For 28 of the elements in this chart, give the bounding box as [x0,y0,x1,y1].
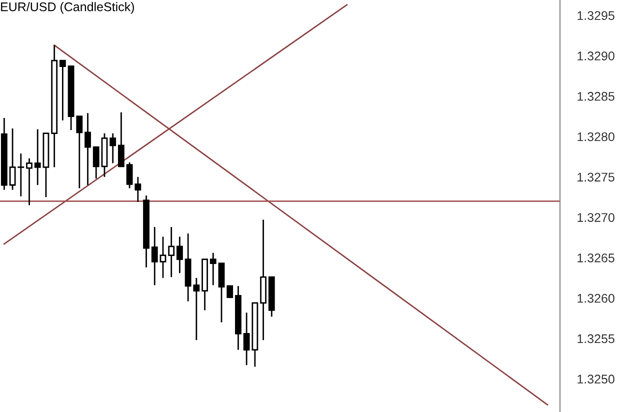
y-tick-label: 1.3270 [578,213,614,222]
chart-title: EUR/USD (CandleStick) [1,2,134,14]
candlestick [110,132,116,164]
y-tick-label: 1.3285 [578,92,614,101]
candlestick [26,158,32,206]
y-tick-label: 1.3250 [578,374,614,384]
candlestick [210,252,216,286]
y-tick-label: 1.3280 [578,132,614,142]
y-tick-label: 1.3295 [578,11,614,20]
y-tick-label: 1.3260 [578,294,614,303]
candlestick [92,146,100,180]
candlestick [9,128,16,191]
candlestick [160,236,166,279]
y-tick-label: 1.3275 [578,172,614,182]
candlestick [226,285,234,299]
candlestick [18,152,24,197]
candlestick [34,128,41,186]
y-tick-label: 1.3255 [578,334,614,344]
candlestick [151,226,158,286]
y-tick-label: 1.3290 [578,52,614,60]
candlestick [76,116,83,189]
candlestick [176,236,183,274]
candlestick [84,112,91,186]
candlestick [59,60,66,122]
candlestick [118,112,124,168]
y-tick-label: 1.3265 [578,254,614,262]
candlestick [218,262,225,324]
candlestick [168,226,175,278]
